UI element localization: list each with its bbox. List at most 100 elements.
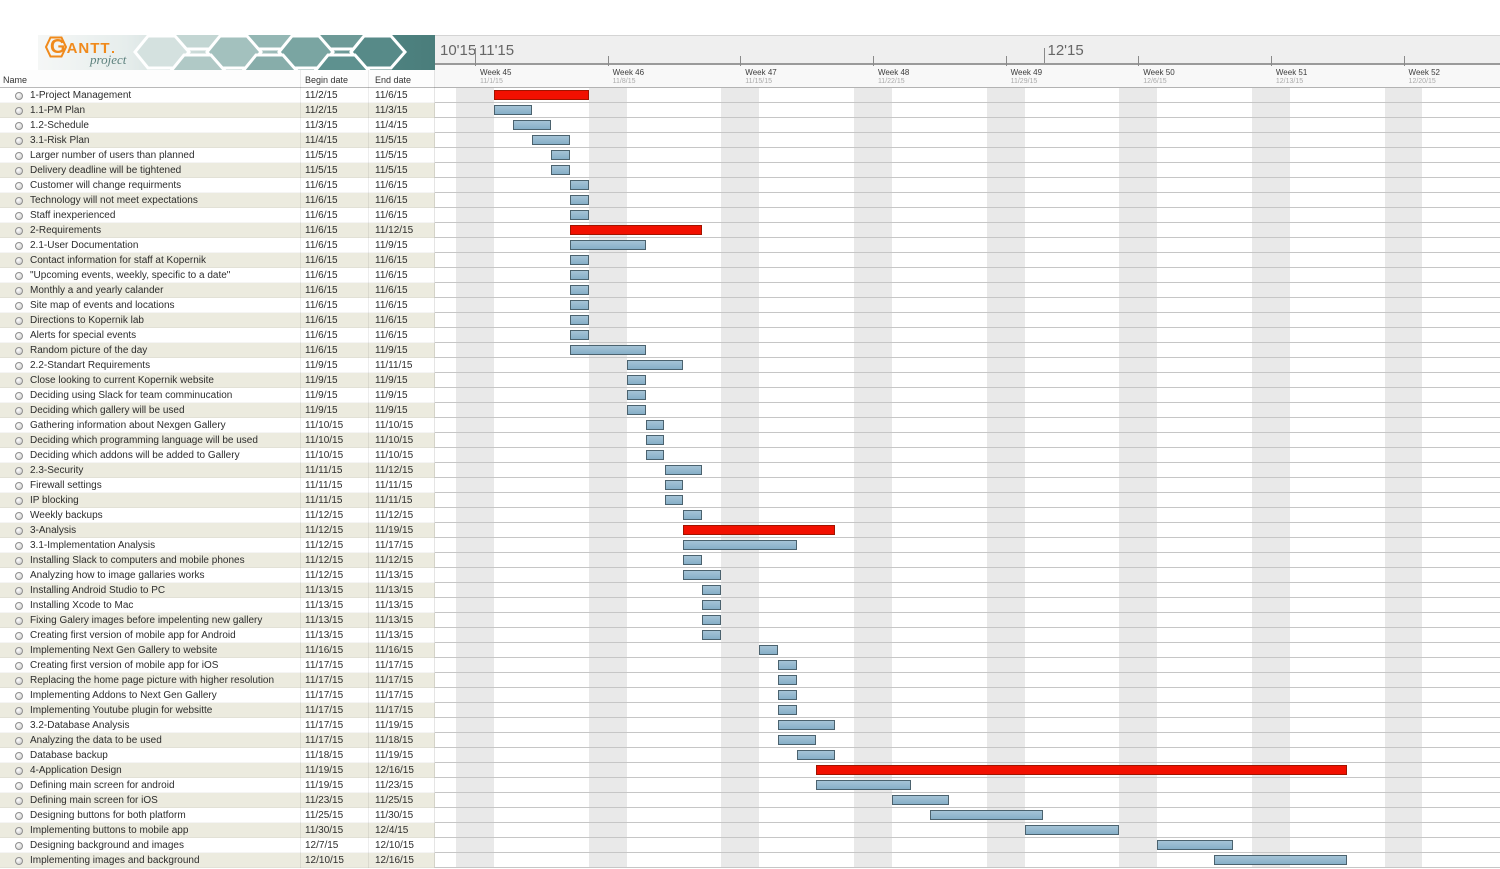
table-chart-divider[interactable]: [434, 70, 435, 868]
task-row[interactable]: Site map of events and locations 11/6/15 1…: [0, 298, 435, 313]
task-row[interactable]: 4-Application Design 11/19/15 12/16/15: [0, 763, 435, 778]
task-row[interactable]: Installing Android Studio to PC 11/13/15 1…: [0, 583, 435, 598]
task-bar[interactable]: [626, 375, 646, 385]
task-bar[interactable]: [778, 720, 836, 730]
task-bar[interactable]: [664, 480, 684, 490]
task-row[interactable]: Larger number of users than planned 11/5/…: [0, 148, 435, 163]
task-row[interactable]: "Upcoming events, weekly, specific to a …: [0, 268, 435, 283]
task-bar[interactable]: [569, 315, 589, 325]
task-row[interactable]: 2.1-User Documentation 11/6/15 11/9/15: [0, 238, 435, 253]
task-bar[interactable]: [569, 285, 589, 295]
task-row[interactable]: Delivery deadline will be tightened 11/5/…: [0, 163, 435, 178]
task-row[interactable]: Close looking to current Kopernik websit…: [0, 373, 435, 388]
task-row[interactable]: Weekly backups 11/12/15 11/12/15: [0, 508, 435, 523]
task-row[interactable]: 1.2-Schedule 11/3/15 11/4/15: [0, 118, 435, 133]
task-bar[interactable]: [569, 270, 589, 280]
task-row[interactable]: Gathering information about Nexgen Galle…: [0, 418, 435, 433]
column-header-name[interactable]: Name: [3, 75, 28, 85]
task-row[interactable]: Deciding which gallery will be used 11/9/…: [0, 403, 435, 418]
task-bar[interactable]: [1024, 825, 1120, 835]
task-row[interactable]: Directions to Kopernik lab 11/6/15 11/6/15: [0, 313, 435, 328]
critical-task-bar[interactable]: [683, 525, 836, 535]
task-row[interactable]: Database backup 11/18/15 11/19/15: [0, 748, 435, 763]
task-bar[interactable]: [778, 735, 817, 745]
task-bar[interactable]: [664, 465, 703, 475]
column-header-end-date[interactable]: End date: [375, 75, 412, 85]
task-row[interactable]: Deciding which programming language will…: [0, 433, 435, 448]
task-bar[interactable]: [645, 450, 665, 460]
task-row[interactable]: 1-Project Management 11/2/15 11/6/15: [0, 88, 435, 103]
task-row[interactable]: Customer will change requirments 11/6/15 1…: [0, 178, 435, 193]
task-bar[interactable]: [816, 780, 911, 790]
task-bar[interactable]: [778, 675, 798, 685]
task-bar[interactable]: [569, 210, 589, 220]
task-bar[interactable]: [683, 540, 798, 550]
task-bar[interactable]: [645, 420, 665, 430]
task-bar[interactable]: [683, 570, 722, 580]
task-row[interactable]: 3.1-Implementation Analysis 11/12/15 11/17…: [0, 538, 435, 553]
task-bar[interactable]: [702, 630, 722, 640]
task-bar[interactable]: [891, 795, 949, 805]
task-bar[interactable]: [683, 555, 703, 565]
task-bar[interactable]: [664, 495, 684, 505]
critical-task-bar[interactable]: [816, 765, 1347, 775]
task-bar[interactable]: [778, 690, 798, 700]
task-bar[interactable]: [1214, 855, 1347, 865]
task-row[interactable]: 3.1-Risk Plan 11/4/15 11/5/15: [0, 133, 435, 148]
task-row[interactable]: Analyzing how to image gallaries works 11…: [0, 568, 435, 583]
task-row[interactable]: 2-Requirements 11/6/15 11/12/15: [0, 223, 435, 238]
task-bar[interactable]: [702, 585, 722, 595]
task-row[interactable]: Creating first version of mobile app for…: [0, 658, 435, 673]
task-row[interactable]: Staff inexperienced 11/6/15 11/6/15: [0, 208, 435, 223]
task-bar[interactable]: [550, 165, 570, 175]
task-row[interactable]: Defining main screen for iOS 11/23/15 11/2…: [0, 793, 435, 808]
task-row[interactable]: Technology will not meet expectations 11/…: [0, 193, 435, 208]
task-row[interactable]: Firewall settings 11/11/15 11/11/15: [0, 478, 435, 493]
task-bar[interactable]: [569, 180, 589, 190]
task-bar[interactable]: [531, 135, 570, 145]
critical-task-bar[interactable]: [569, 225, 703, 235]
task-bar[interactable]: [512, 120, 551, 130]
task-bar[interactable]: [797, 750, 836, 760]
task-row[interactable]: Installing Slack to computers and mobile…: [0, 553, 435, 568]
task-bar[interactable]: [683, 510, 703, 520]
task-bar[interactable]: [550, 150, 570, 160]
task-row[interactable]: 3.2-Database Analysis 11/17/15 11/19/15: [0, 718, 435, 733]
task-row[interactable]: Defining main screen for android 11/19/15…: [0, 778, 435, 793]
task-bar[interactable]: [778, 660, 798, 670]
task-bar[interactable]: [645, 435, 665, 445]
task-bar[interactable]: [493, 105, 532, 115]
task-bar[interactable]: [759, 645, 779, 655]
task-bar[interactable]: [929, 810, 1044, 820]
task-row[interactable]: Designing buttons for both platform 11/25…: [0, 808, 435, 823]
task-bar[interactable]: [569, 345, 646, 355]
task-row[interactable]: Fixing Galery images before impelenting …: [0, 613, 435, 628]
task-bar[interactable]: [702, 600, 722, 610]
task-row[interactable]: Implementing Youtube plugin for websitte…: [0, 703, 435, 718]
task-bar[interactable]: [1157, 840, 1233, 850]
task-row[interactable]: Creating first version of mobile app for…: [0, 628, 435, 643]
task-row[interactable]: 3-Analysis 11/12/15 11/19/15: [0, 523, 435, 538]
task-bar[interactable]: [626, 360, 684, 370]
task-row[interactable]: Random picture of the day 11/6/15 11/9/15: [0, 343, 435, 358]
task-row[interactable]: Implementing Addons to Next Gen Gallery 1…: [0, 688, 435, 703]
task-row[interactable]: Deciding which addons will be added to G…: [0, 448, 435, 463]
task-row[interactable]: Designing background and images 12/7/15 12…: [0, 838, 435, 853]
task-row[interactable]: Implementing Next Gen Gallery to website…: [0, 643, 435, 658]
task-row[interactable]: Deciding using Slack for team comminucat…: [0, 388, 435, 403]
task-row[interactable]: Monthly a and yearly calander 11/6/15 11/6…: [0, 283, 435, 298]
task-row[interactable]: Analyzing the data to be used 11/17/15 11/…: [0, 733, 435, 748]
task-bar[interactable]: [626, 390, 646, 400]
task-row[interactable]: Alerts for special events 11/6/15 11/6/15: [0, 328, 435, 343]
critical-task-bar[interactable]: [493, 90, 589, 100]
task-bar[interactable]: [569, 300, 589, 310]
task-row[interactable]: Implementing buttons to mobile app 11/30/…: [0, 823, 435, 838]
task-row[interactable]: IP blocking 11/11/15 11/11/15: [0, 493, 435, 508]
column-header-begin-date[interactable]: Begin date: [305, 75, 349, 85]
task-bar[interactable]: [569, 255, 589, 265]
task-row[interactable]: 2.3-Security 11/11/15 11/12/15: [0, 463, 435, 478]
task-row[interactable]: Contact information for staff at Koperni…: [0, 253, 435, 268]
task-row[interactable]: Installing Xcode to Mac 11/13/15 11/13/15: [0, 598, 435, 613]
task-row[interactable]: 1.1-PM Plan 11/2/15 11/3/15: [0, 103, 435, 118]
task-bar[interactable]: [626, 405, 646, 415]
